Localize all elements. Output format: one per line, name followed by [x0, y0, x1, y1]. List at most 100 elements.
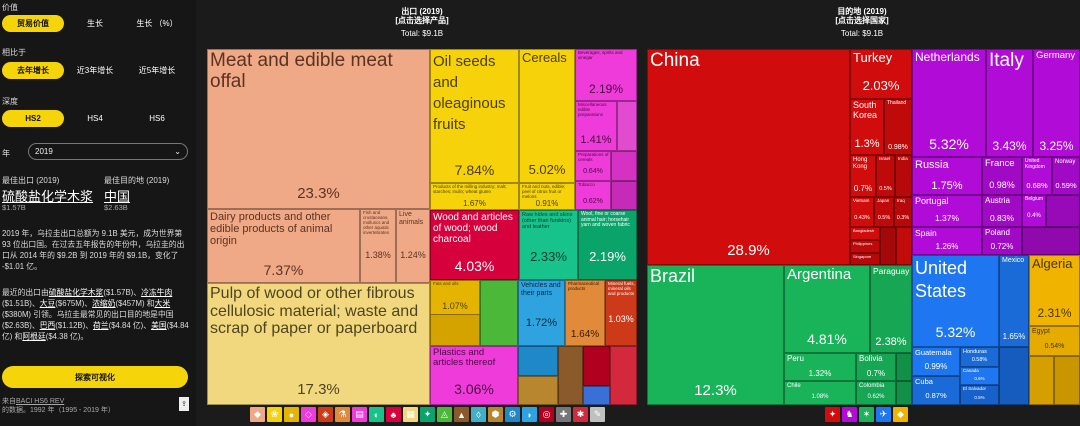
tile-turkey[interactable]: Turkey 2.03% [850, 49, 912, 99]
tile-small[interactable] [1022, 227, 1080, 255]
tile-small[interactable] [611, 181, 637, 210]
tile-plastics[interactable]: Plastics and articles thereof 3.06% [430, 346, 518, 405]
tile-bolivia[interactable]: Bolivia 0.7% [856, 353, 896, 381]
tile-peru[interactable]: Peru 1.32% [784, 353, 856, 381]
art-icon[interactable]: ✎ [590, 407, 605, 422]
footwear-icon[interactable]: ◬ [437, 407, 452, 422]
gem-icon[interactable]: ◊ [471, 407, 486, 422]
tile-france[interactable]: France 0.98% [982, 157, 1022, 195]
compare-option-5y[interactable]: 近5年增长 [138, 66, 176, 75]
tile-raw-hides[interactable]: Raw hides and skins (other than furskins… [519, 210, 578, 280]
tile-colombia[interactable]: Colombia 0.62% [856, 381, 896, 405]
plastic-icon[interactable]: ▤ [352, 407, 367, 422]
compare-option-1y[interactable]: 去年增长 [2, 62, 64, 79]
tile-fish[interactable]: Fish and crustaceans, molluscs and other… [360, 209, 396, 283]
oil-icon[interactable]: ● [284, 407, 299, 422]
tile-milling[interactable]: Products of the milling industry; malt; … [430, 183, 519, 210]
tile-canada[interactable]: Canada 0.6% [960, 367, 999, 385]
destinations-subtitle[interactable]: [点击选择国家] [835, 16, 889, 25]
tile-tobacco[interactable]: Tobacco 0.62% [575, 181, 611, 210]
tile-small[interactable] [583, 346, 610, 386]
chemical-icon[interactable]: ⚗ [335, 407, 350, 422]
tile-small[interactable] [896, 381, 912, 405]
link-brazil[interactable]: 巴西 [39, 321, 56, 330]
tile-cereals[interactable]: Cereals 5.02% [519, 49, 575, 183]
tile-small[interactable] [1054, 356, 1080, 405]
tile-singapore[interactable]: Singapore [850, 253, 880, 265]
leather-icon[interactable]: ◐ [369, 407, 384, 422]
tile-brazil[interactable]: Brazil 12.3% [647, 265, 784, 405]
tile-mexico[interactable]: Mexico 1.65% [999, 255, 1029, 347]
asia-icon[interactable]: ✦ [825, 407, 840, 422]
source-link[interactable]: BACI HS6 REV [16, 398, 65, 405]
machine-icon[interactable]: ⚙ [505, 407, 520, 422]
tile-small[interactable] [518, 376, 558, 405]
depth-option-hs2[interactable]: HS2 [2, 110, 64, 127]
tile-small[interactable] [880, 227, 896, 265]
textile-icon[interactable]: ✦ [420, 407, 435, 422]
link-sulfate-pulp[interactable]: 硫酸盐化学木浆 [48, 288, 104, 297]
north-america-icon[interactable]: ✈ [876, 407, 891, 422]
explore-visualization-button[interactable]: 探索可视化 [2, 366, 188, 388]
tile-hong-kong[interactable]: Hong Kong 0.7% [850, 155, 876, 197]
tile-meat[interactable]: Meat and edible meat offal 23.3% [207, 49, 430, 209]
tile-dairy[interactable]: Dairy products and other edible products… [207, 209, 360, 283]
tile-small[interactable] [518, 346, 558, 376]
link-soybeans[interactable]: 大豆 [39, 299, 56, 308]
tile-united-kingdom[interactable]: United Kingdom 0.68% [1022, 157, 1052, 195]
tile-small[interactable] [1046, 195, 1080, 227]
tile-guatemala[interactable]: Guatemala 0.99% [912, 347, 960, 376]
tile-russia[interactable]: Russia 1.75% [912, 157, 982, 195]
food-icon[interactable]: ◇ [301, 407, 316, 422]
tile-small[interactable] [896, 227, 912, 265]
tile-small[interactable] [999, 347, 1029, 405]
depth-option-hs4[interactable]: HS4 [87, 114, 103, 123]
link-united-states[interactable]: 美国 [151, 321, 167, 330]
value-option-growth[interactable]: 生长 [87, 19, 103, 28]
paper-icon[interactable]: ▦ [403, 407, 418, 422]
tile-china[interactable]: China 28.9% [647, 49, 850, 265]
tile-pulp[interactable]: Pulp of wood or other fibrous cellulosic… [207, 283, 430, 405]
tile-small[interactable] [611, 151, 637, 181]
link-concentrated-milk[interactable]: 浓缩奶 [92, 299, 116, 308]
tile-austria[interactable]: Austria 0.83% [982, 195, 1022, 227]
best-export-link[interactable]: 硫酸盐化学木浆 [2, 189, 94, 204]
wood-icon[interactable]: ♣ [386, 407, 401, 422]
vehicle-icon[interactable]: ◗ [522, 407, 537, 422]
tile-egypt[interactable]: Egypt 0.54% [1029, 326, 1080, 356]
share-icon[interactable]: ⇪ [179, 397, 189, 411]
weapon-icon[interactable]: ✚ [556, 407, 571, 422]
link-netherlands[interactable]: 荷兰 [93, 321, 109, 330]
africa-icon[interactable]: ◆ [893, 407, 908, 422]
tile-small[interactable] [617, 101, 637, 151]
tile-portugal[interactable]: Portugal 1.37% [912, 195, 982, 227]
tile-belgium[interactable]: Belgium 0.4% [1022, 195, 1046, 227]
tile-small[interactable] [583, 386, 610, 405]
tile-poland[interactable]: Poland 0.72% [982, 227, 1022, 255]
tile-wool[interactable]: Wool, fine or coarse animal hair; horseh… [578, 210, 637, 280]
tile-paraguay[interactable]: Paraguay 2.38% [870, 265, 912, 353]
stone-icon[interactable]: ▲ [454, 407, 469, 422]
tile-wood[interactable]: Wood and articles of wood; wood charcoal… [430, 210, 519, 280]
mineral-icon[interactable]: ◈ [318, 407, 333, 422]
europe-icon[interactable]: ♞ [842, 407, 857, 422]
tile-cereal-preps[interactable]: Preparations of cereals 0.64% [575, 151, 611, 181]
value-option-growth-pct[interactable]: 生长 （%） [136, 19, 178, 28]
tile-fruit[interactable]: Fruit and nuts, edible; peel of citrus f… [519, 183, 575, 210]
tile-misc-edible[interactable]: Miscellaneous edible preparations 1.41% [575, 101, 617, 151]
exports-subtitle[interactable]: [点击选择产品] [395, 16, 449, 25]
tile-mineral-fuels[interactable]: Mineral fuels, mineral oils and products… [605, 280, 637, 346]
tile-united-states[interactable]: United States 5.32% [912, 255, 999, 347]
tile-algeria[interactable]: Algeria 2.31% [1029, 255, 1080, 326]
link-frozen-beef[interactable]: 冷冻牛肉 [141, 288, 173, 297]
tile-india[interactable]: India [895, 155, 912, 197]
tile-bangladesh[interactable]: Bangladesh [850, 227, 880, 240]
compare-option-3y[interactable]: 近3年增长 [76, 66, 114, 75]
tile-pharma[interactable]: Pharmaceutical products 1.64% [565, 280, 605, 346]
tile-cuba[interactable]: Cuba 0.87% [912, 376, 960, 405]
tile-small[interactable] [430, 314, 480, 346]
tile-spain[interactable]: Spain 1.26% [912, 227, 982, 255]
tile-germany[interactable]: Germany 3.25% [1033, 49, 1080, 157]
tile-philippines[interactable]: Philippines [850, 240, 880, 253]
instrument-icon[interactable]: ◎ [539, 407, 554, 422]
